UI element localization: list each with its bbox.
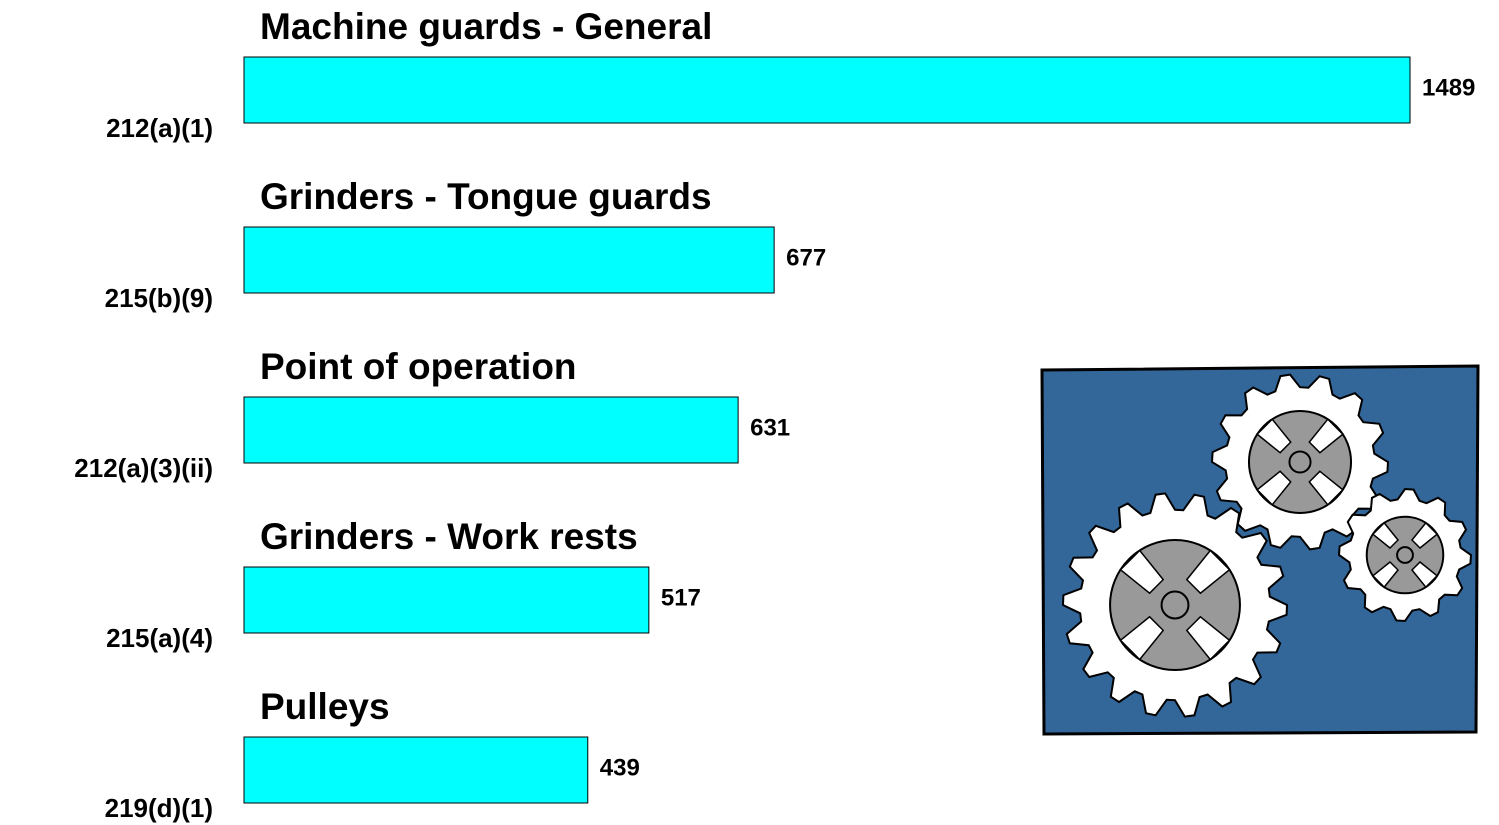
gear-hub (1289, 451, 1310, 472)
bar (244, 227, 774, 293)
bar (244, 397, 738, 463)
category-label: 215(a)(4) (106, 623, 213, 653)
page: {"chart_data": {"type": "bar", "orientat… (0, 0, 1499, 825)
bar-title: Machine guards - General (260, 6, 712, 47)
gear-hub (1162, 592, 1189, 619)
value-label: 677 (786, 244, 826, 271)
bar-title: Grinders - Work rests (260, 516, 638, 557)
gear-illustration (1042, 366, 1478, 734)
bar-title: Point of operation (260, 346, 577, 387)
value-label: 517 (661, 584, 701, 611)
chart: Machine guards - General 1489 212(a)(1) Gri… (0, 0, 1499, 825)
category-label: 219(d)(1) (105, 793, 213, 823)
category-label: 212(a)(3)(ii) (74, 453, 213, 483)
bar (244, 57, 1410, 123)
gear-hub (1397, 547, 1413, 563)
bar (244, 737, 588, 803)
bar-title: Pulleys (260, 686, 390, 727)
category-label: 212(a)(1) (106, 113, 213, 143)
value-label: 631 (750, 414, 790, 441)
bar (244, 567, 649, 633)
value-label: 1489 (1422, 74, 1475, 101)
category-label: 215(b)(9) (105, 283, 213, 313)
value-label: 439 (600, 754, 640, 781)
bar-title: Grinders - Tongue guards (260, 176, 712, 217)
